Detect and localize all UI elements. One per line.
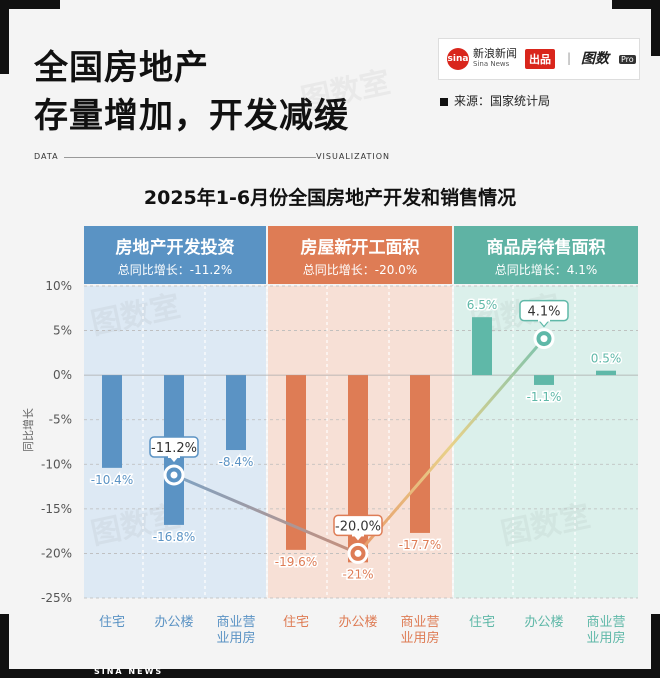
x-category-label: 商业营 — [400, 615, 439, 630]
bar-value-label: -21% — [342, 567, 373, 581]
y-tick-label: -5% — [49, 413, 72, 427]
sina-logo-icon: sina — [447, 48, 469, 70]
total-callout-joint — [168, 454, 180, 458]
bar-label-halo: -1.1% — [527, 390, 562, 404]
bar-value-label: -17.7% — [399, 538, 441, 552]
y-tick-label: 0% — [53, 368, 72, 382]
x-category-label: 业用房 — [216, 630, 255, 646]
panel-header-investment: 房地产开发投资 总同比增长：-11.2% — [84, 226, 266, 284]
data-label: DATA — [34, 152, 59, 161]
chart-title: 2025年1-6月份全国房地产开发和销售情况 — [143, 187, 517, 209]
square-bullet-icon — [440, 97, 448, 106]
total-value-label: -20.0% — [335, 519, 381, 534]
x-category-label: 住宅 — [283, 615, 309, 630]
bar — [534, 375, 554, 385]
panel-header-unsold-area: 商品房待售面积 总同比增长：4.1% — [454, 226, 638, 284]
bar-value-label: -19.6% — [275, 555, 317, 569]
panel-header-new-construction: 房屋新开工面积 总同比增长：-20.0% — [268, 226, 452, 284]
footer-brand: SINA NEWS — [94, 667, 164, 676]
brand-sub: Sina News — [473, 60, 510, 68]
y-tick-label: -25% — [41, 591, 72, 605]
y-tick-label: 10% — [45, 279, 72, 293]
bar-value-label: 0.5% — [591, 352, 622, 366]
bar-label-halo: 6.5% — [467, 298, 498, 312]
brand-tag: 出品 — [525, 49, 555, 69]
frame-bottom-bar — [0, 669, 660, 678]
bar — [102, 375, 122, 468]
bar-label-halo: -16.8% — [153, 530, 195, 544]
x-category-label: 住宅 — [99, 615, 125, 630]
tushu-logo-icon: 图数 — [581, 51, 609, 67]
total-value-label: 4.1% — [527, 305, 560, 320]
frame-corner — [612, 0, 660, 9]
bar — [596, 370, 616, 376]
brand-separator: | — [567, 51, 572, 65]
total-callout-joint — [352, 533, 364, 537]
headline: 全国房地产 存量增加，开发减缓 — [34, 44, 349, 140]
x-category-label: 住宅 — [469, 615, 495, 630]
total-trend-line — [173, 473, 359, 555]
x-category-label: 业用房 — [400, 630, 439, 646]
total-trend-line — [356, 337, 546, 555]
frame-corner — [0, 614, 9, 678]
x-category-label: 办公楼 — [524, 615, 563, 630]
bar-value-label: -10.4% — [91, 473, 133, 487]
frame-corner — [0, 0, 9, 74]
y-axis-label: 同比增长 — [21, 408, 35, 452]
x-category-label: 业用房 — [586, 630, 625, 646]
panel-subtitle: 总同比增长：4.1% — [494, 263, 598, 277]
bar-label-halo: -17.7% — [399, 538, 441, 552]
x-category-label: 办公楼 — [338, 615, 377, 630]
y-tick-label: -15% — [41, 502, 72, 516]
source-text: 来源：国家统计局 — [454, 94, 551, 108]
frame-corner — [651, 0, 660, 56]
panel-title: 商品房待售面积 — [486, 238, 606, 258]
y-tick-label: -10% — [41, 457, 72, 471]
bar-label-halo: -8.4% — [219, 455, 254, 469]
y-tick-label: -20% — [41, 546, 72, 560]
frame-corner — [651, 614, 660, 678]
panel-title: 房地产开发投资 — [115, 238, 235, 258]
headline-line2: 存量增加，开发减缓 — [34, 96, 349, 136]
data-visualization-row: DATA VISUALIZATION — [34, 152, 390, 164]
bar-label-halo: -10.4% — [91, 473, 133, 487]
bar-value-label: 6.5% — [467, 298, 498, 312]
x-category-label: 商业营 — [216, 615, 255, 630]
total-value-label: -11.2% — [151, 441, 197, 456]
bar-label-halo: -21% — [342, 567, 373, 581]
bar — [286, 375, 306, 550]
total-marker-center — [354, 549, 362, 557]
bar-label-halo: -19.6% — [275, 555, 317, 569]
panel-subtitle: 总同比增长：-11.2% — [117, 263, 233, 277]
bar-value-label: -16.8% — [153, 530, 195, 544]
brand-name: 新浪新闻 — [473, 47, 517, 60]
bar-value-label: -8.4% — [219, 455, 254, 469]
total-callout-joint — [538, 318, 550, 322]
x-category-label: 办公楼 — [154, 615, 193, 630]
headline-line1: 全国房地产 — [34, 48, 209, 88]
total-marker-center — [540, 335, 548, 343]
visualization-label: VISUALIZATION — [316, 152, 390, 161]
pro-badge: Pro — [619, 55, 636, 64]
frame-corner — [0, 0, 60, 9]
bar-label-halo: 0.5% — [591, 352, 622, 366]
divider-line — [64, 157, 316, 158]
y-tick-label: 5% — [53, 324, 72, 338]
bar — [226, 375, 246, 451]
panel-title: 房屋新开工面积 — [300, 238, 420, 258]
source-line: 来源：国家统计局 — [440, 92, 550, 109]
bar — [410, 375, 430, 533]
brand-bar: sina 新浪新闻 Sina News 出品 | 图数 Pro — [438, 38, 640, 80]
x-category-label: 商业营 — [586, 615, 625, 630]
bar-value-label: -1.1% — [527, 390, 562, 404]
bar — [472, 317, 492, 376]
total-marker-center — [170, 471, 178, 479]
panel-subtitle: 总同比增长：-20.0% — [302, 263, 418, 277]
